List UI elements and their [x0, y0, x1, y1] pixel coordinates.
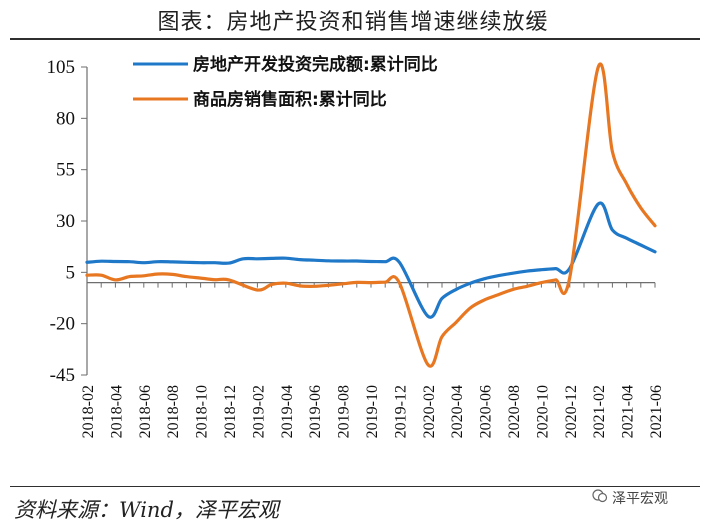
- y-tick-label: 30: [56, 211, 75, 232]
- y-tick-label: -45: [50, 365, 75, 386]
- legend-label-investment: 房地产开发投资完成额:累计同比: [193, 54, 438, 75]
- x-tick-label: 2020-02: [421, 385, 438, 438]
- x-tick-label: 2020-06: [478, 385, 495, 438]
- x-tick-label: 2018-08: [165, 385, 182, 438]
- x-tick-label: 2018-10: [194, 385, 211, 438]
- chart-legend: 房地产开发投资完成额:累计同比 商品房销售面积:累计同比: [133, 54, 438, 110]
- series-line-investment: [85, 201, 657, 319]
- x-tick-label: 2021-02: [591, 385, 608, 438]
- source-divider: [10, 486, 700, 487]
- chart-series: [85, 62, 657, 368]
- x-tick-label: 2021-06: [648, 385, 665, 438]
- x-tick-label: 2018-06: [137, 385, 154, 438]
- x-tick-label: 2018-04: [108, 385, 125, 438]
- x-tick-label: 2020-04: [449, 385, 466, 438]
- x-tick-label: 2020-08: [506, 385, 523, 438]
- legend-label-sales: 商品房销售面积:累计同比: [193, 89, 387, 110]
- source-note: 资料来源：Wind，泽平宏观: [14, 498, 279, 522]
- x-tick-label: 2018-12: [222, 385, 239, 438]
- x-tick-label: 2021-04: [620, 385, 637, 438]
- x-tick-label: 2018-02: [80, 385, 97, 438]
- x-tick-label: 2019-12: [392, 385, 409, 438]
- x-tick-label: 2019-02: [250, 385, 267, 438]
- y-tick-label: 55: [56, 160, 75, 181]
- x-tick-label: 2019-06: [307, 385, 324, 438]
- x-tick-label: 2019-08: [336, 385, 353, 438]
- x-tick-label: 2020-12: [563, 385, 580, 438]
- x-tick-label: 2019-10: [364, 385, 381, 438]
- watermark: 泽平宏观: [592, 484, 702, 510]
- title-divider: [10, 38, 700, 40]
- chart-axes: -45 -20 5 30 55 80 105 2018-02 2018-04 2018-06 201…: [47, 57, 666, 438]
- y-tick-label: 80: [56, 108, 75, 129]
- line-chart: -45 -20 5 30 55 80 105 2018-02 2018-04 2018-06 201…: [47, 54, 666, 438]
- x-tick-label: 2019-04: [279, 385, 296, 438]
- series-line-sales: [85, 62, 657, 368]
- y-tick-label: 105: [47, 57, 76, 78]
- x-tick-label: 2020-10: [534, 385, 551, 438]
- watermark-text: 泽平宏观: [612, 491, 668, 507]
- chart-title: 图表：房地产投资和销售增速继续放缓: [157, 10, 549, 35]
- wechat-icon: [592, 489, 608, 503]
- y-tick-label: 5: [66, 262, 76, 283]
- y-tick-label: -20: [50, 314, 75, 335]
